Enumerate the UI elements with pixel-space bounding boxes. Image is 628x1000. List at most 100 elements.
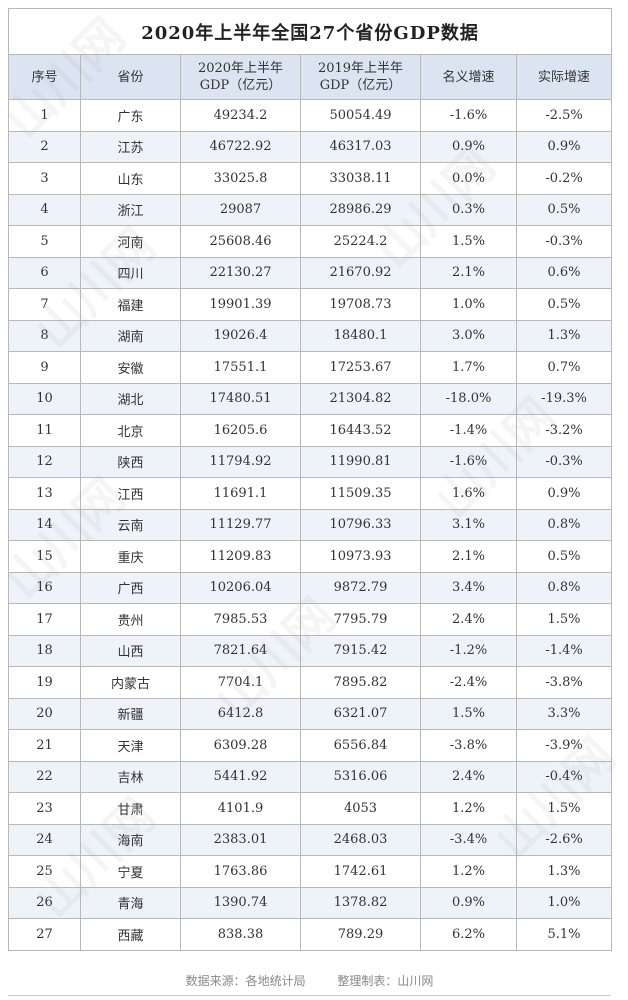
cell-gdp-2020: 1763.86 bbox=[180, 855, 301, 888]
cell-gdp-2020: 7704.1 bbox=[180, 666, 301, 699]
cell-real-growth: -3.9% bbox=[515, 729, 613, 762]
cell-province: 北京 bbox=[80, 414, 181, 447]
cell-gdp-2019: 50054.49 bbox=[300, 99, 421, 132]
cell-gdp-2019: 28986.29 bbox=[300, 193, 421, 226]
cell-gdp-2020: 11209.83 bbox=[180, 540, 301, 573]
cell-nominal-growth: 0.3% bbox=[420, 193, 517, 226]
cell-gdp-2019: 6556.84 bbox=[300, 729, 421, 762]
cell-real-growth: 0.8% bbox=[515, 508, 613, 541]
cell-gdp-2020: 25608.46 bbox=[180, 225, 301, 258]
table-row: 26 青海 1390.74 1378.82 0.9% 1.0% bbox=[8, 886, 613, 919]
table-row: 3 山东 33025.8 33038.11 0.0% -0.2% bbox=[8, 162, 613, 195]
table-row: 17 贵州 7985.53 7795.79 2.4% 1.5% bbox=[8, 603, 613, 636]
cell-gdp-2019: 10973.93 bbox=[300, 540, 421, 573]
table-row: 25 宁夏 1763.86 1742.61 1.2% 1.3% bbox=[8, 855, 613, 888]
cell-gdp-2020: 17551.1 bbox=[180, 351, 301, 384]
cell-gdp-2020: 6309.28 bbox=[180, 729, 301, 762]
cell-real-growth: -0.2% bbox=[515, 162, 613, 195]
cell-seq: 27 bbox=[8, 918, 81, 951]
cell-real-growth: 5.1% bbox=[515, 918, 613, 951]
cell-province: 江西 bbox=[80, 477, 181, 510]
cell-province: 云南 bbox=[80, 508, 181, 541]
cell-nominal-growth: -18.0% bbox=[420, 382, 517, 415]
cell-real-growth: 1.3% bbox=[515, 855, 613, 888]
cell-nominal-growth: 1.2% bbox=[420, 792, 517, 825]
cell-gdp-2019: 21670.92 bbox=[300, 256, 421, 289]
cell-nominal-growth: 1.5% bbox=[420, 697, 517, 730]
cell-nominal-growth: 1.6% bbox=[420, 477, 517, 510]
cell-real-growth: 0.6% bbox=[515, 256, 613, 289]
cell-gdp-2019: 1742.61 bbox=[300, 855, 421, 888]
cell-nominal-growth: 6.2% bbox=[420, 918, 517, 951]
cell-seq: 15 bbox=[8, 540, 81, 573]
cell-gdp-2020: 16205.6 bbox=[180, 414, 301, 447]
cell-nominal-growth: 1.2% bbox=[420, 855, 517, 888]
header-gdp-2019-line1: 2019年上半年 bbox=[317, 61, 404, 76]
cell-gdp-2019: 46317.03 bbox=[300, 130, 421, 163]
cell-seq: 21 bbox=[8, 729, 81, 762]
cell-seq: 3 bbox=[8, 162, 81, 195]
table-row: 6 四川 22130.27 21670.92 2.1% 0.6% bbox=[8, 256, 613, 289]
cell-gdp-2020: 4101.9 bbox=[180, 792, 301, 825]
cell-nominal-growth: -1.4% bbox=[420, 414, 517, 447]
cell-province: 天津 bbox=[80, 729, 181, 762]
cell-real-growth: 0.5% bbox=[515, 288, 613, 321]
cell-province: 新疆 bbox=[80, 697, 181, 730]
cell-gdp-2019: 16443.52 bbox=[300, 414, 421, 447]
cell-nominal-growth: -1.6% bbox=[420, 99, 517, 132]
cell-nominal-growth: 0.9% bbox=[420, 886, 517, 919]
cell-gdp-2019: 4053 bbox=[300, 792, 421, 825]
cell-province: 湖北 bbox=[80, 382, 181, 415]
cell-real-growth: -0.4% bbox=[515, 760, 613, 793]
cell-gdp-2020: 46722.92 bbox=[180, 130, 301, 163]
cell-gdp-2019: 11990.81 bbox=[300, 445, 421, 478]
cell-real-growth: -19.3% bbox=[515, 382, 613, 415]
footer-maker: 整理制表：山川网 bbox=[337, 974, 434, 988]
cell-real-growth: 3.3% bbox=[515, 697, 613, 730]
cell-seq: 23 bbox=[8, 792, 81, 825]
table-row: 23 甘肃 4101.9 4053 1.2% 1.5% bbox=[8, 792, 613, 825]
cell-seq: 5 bbox=[8, 225, 81, 258]
table-row: 7 福建 19901.39 19708.73 1.0% 0.5% bbox=[8, 288, 613, 321]
table-row: 11 北京 16205.6 16443.52 -1.4% -3.2% bbox=[8, 414, 613, 447]
cell-seq: 9 bbox=[8, 351, 81, 384]
cell-seq: 4 bbox=[8, 193, 81, 226]
cell-nominal-growth: -3.8% bbox=[420, 729, 517, 762]
cell-gdp-2019: 7895.82 bbox=[300, 666, 421, 699]
cell-gdp-2020: 7985.53 bbox=[180, 603, 301, 636]
cell-nominal-growth: 2.4% bbox=[420, 603, 517, 636]
cell-nominal-growth: 0.9% bbox=[420, 130, 517, 163]
cell-gdp-2020: 33025.8 bbox=[180, 162, 301, 195]
table-row: 22 吉林 5441.92 5316.06 2.4% -0.4% bbox=[8, 760, 613, 793]
table-row: 20 新疆 6412.8 6321.07 1.5% 3.3% bbox=[8, 697, 613, 730]
footer-divider bbox=[8, 995, 611, 996]
cell-nominal-growth: 1.0% bbox=[420, 288, 517, 321]
header-gdp-2019: 2019年上半年 GDP（亿元） bbox=[300, 54, 421, 100]
cell-nominal-growth: 0.0% bbox=[420, 162, 517, 195]
cell-gdp-2020: 1390.74 bbox=[180, 886, 301, 919]
table-row: 16 广西 10206.04 9872.79 3.4% 0.8% bbox=[8, 571, 613, 604]
cell-gdp-2019: 11509.35 bbox=[300, 477, 421, 510]
cell-seq: 13 bbox=[8, 477, 81, 510]
cell-seq: 10 bbox=[8, 382, 81, 415]
table-body: 1 广东 49234.2 50054.49 -1.6% -2.5% 2 江苏 46722.92 4… bbox=[8, 99, 613, 951]
cell-nominal-growth: 3.0% bbox=[420, 319, 517, 352]
cell-province: 湖南 bbox=[80, 319, 181, 352]
cell-seq: 20 bbox=[8, 697, 81, 730]
cell-province: 重庆 bbox=[80, 540, 181, 573]
cell-seq: 18 bbox=[8, 634, 81, 667]
table-row: 21 天津 6309.28 6556.84 -3.8% -3.9% bbox=[8, 729, 613, 762]
cell-real-growth: -1.4% bbox=[515, 634, 613, 667]
cell-gdp-2020: 19026.4 bbox=[180, 319, 301, 352]
cell-real-growth: -3.2% bbox=[515, 414, 613, 447]
header-seq: 序号 bbox=[8, 54, 81, 100]
gdp-table-container: 2020年上半年全国27个省份GDP数据 序号 省份 2020年上半年 GDP（… bbox=[7, 8, 613, 951]
table-row: 18 山西 7821.64 7915.42 -1.2% -1.4% bbox=[8, 634, 613, 667]
table-row: 9 安徽 17551.1 17253.67 1.7% 0.7% bbox=[8, 351, 613, 384]
cell-seq: 14 bbox=[8, 508, 81, 541]
cell-seq: 19 bbox=[8, 666, 81, 699]
cell-real-growth: 1.0% bbox=[515, 886, 613, 919]
cell-seq: 26 bbox=[8, 886, 81, 919]
table-row: 13 江西 11691.1 11509.35 1.6% 0.9% bbox=[8, 477, 613, 510]
cell-gdp-2019: 9872.79 bbox=[300, 571, 421, 604]
